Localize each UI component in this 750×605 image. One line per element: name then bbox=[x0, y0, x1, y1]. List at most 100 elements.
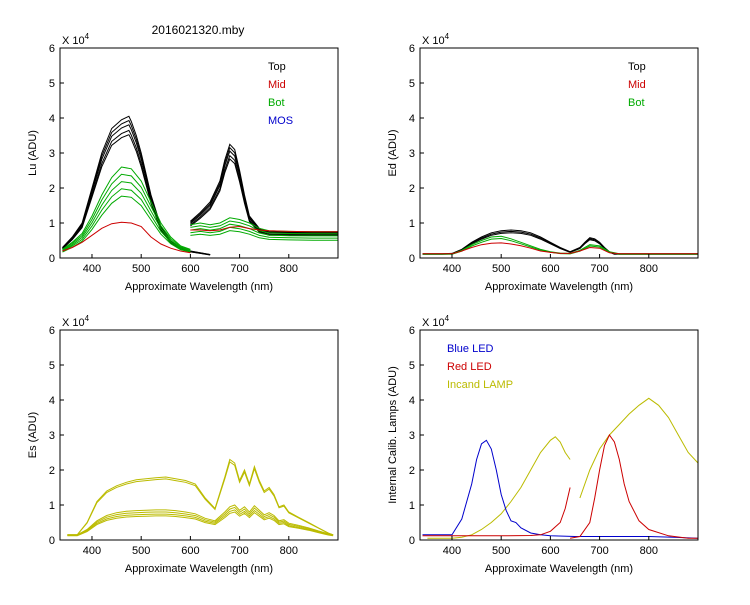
x-tick-label: 400 bbox=[443, 545, 461, 557]
y-tick-label: 1 bbox=[409, 500, 415, 512]
legend-entry-mos: MOS bbox=[268, 115, 293, 127]
y-multiplier: X 104 bbox=[62, 32, 90, 47]
ed-y-axis-label: Ed (ADU) bbox=[387, 129, 399, 176]
x-tick-label: 500 bbox=[132, 545, 150, 557]
x-tick-label: 800 bbox=[640, 545, 658, 557]
y-tick-label: 2 bbox=[409, 465, 415, 477]
y-tick-label: 6 bbox=[49, 325, 55, 337]
y-tick-label: 3 bbox=[409, 148, 415, 160]
x-tick-label: 400 bbox=[83, 545, 101, 557]
legend-entry-red-led: Red LED bbox=[447, 361, 492, 373]
y-tick-label: 1 bbox=[409, 218, 415, 230]
y-tick-label: 6 bbox=[409, 325, 415, 337]
lamps-series-group bbox=[422, 397, 698, 539]
lu-series-line bbox=[62, 173, 191, 251]
lu-series-line bbox=[190, 230, 338, 241]
y-tick-label: 1 bbox=[49, 500, 55, 512]
lu-series-line bbox=[190, 143, 338, 233]
y-tick-label: 0 bbox=[409, 253, 415, 265]
lu-series-line bbox=[190, 226, 338, 239]
y-multiplier-base: X 10 bbox=[422, 317, 445, 329]
x-tick-label: 800 bbox=[280, 263, 298, 275]
y-tick-label: 0 bbox=[49, 535, 55, 547]
y-multiplier: X 104 bbox=[422, 314, 450, 329]
es-series-line bbox=[67, 461, 334, 536]
y-multiplier: X 104 bbox=[62, 314, 90, 329]
lu-series-group bbox=[62, 115, 338, 256]
figure-title: 2016021320.mby bbox=[152, 23, 245, 37]
es-series-group bbox=[67, 458, 334, 537]
es-series-line bbox=[67, 511, 334, 537]
legend-entry-blue-led: Blue LED bbox=[447, 343, 494, 355]
legend-entry-top: Top bbox=[628, 61, 646, 73]
y-multiplier-exponent: 4 bbox=[85, 314, 90, 323]
y-tick-label: 2 bbox=[409, 183, 415, 195]
legend-entry-mid: Mid bbox=[268, 79, 286, 91]
y-tick-label: 5 bbox=[49, 360, 55, 372]
es-series-line bbox=[67, 506, 334, 536]
x-tick-label: 600 bbox=[181, 263, 199, 275]
x-tick-label: 600 bbox=[181, 545, 199, 557]
x-tick-label: 600 bbox=[541, 263, 559, 275]
y-tick-label: 4 bbox=[409, 395, 415, 407]
x-tick-label: 700 bbox=[590, 545, 608, 557]
y-tick-label: 2 bbox=[49, 465, 55, 477]
y-multiplier-exponent: 4 bbox=[85, 32, 90, 41]
x-tick-label: 700 bbox=[230, 545, 248, 557]
es-y-axis-label: Es (ADU) bbox=[27, 412, 39, 458]
legend-entry-top: Top bbox=[268, 61, 286, 73]
legend-entry-bot: Bot bbox=[628, 97, 645, 109]
lamps-series-line bbox=[422, 487, 571, 537]
y-tick-label: 5 bbox=[409, 360, 415, 372]
lu-series-line bbox=[62, 188, 191, 252]
lamps-series-line bbox=[427, 436, 571, 539]
x-tick-label: 600 bbox=[541, 545, 559, 557]
x-tick-label: 800 bbox=[640, 263, 658, 275]
ed-series-line bbox=[422, 242, 698, 255]
y-tick-label: 3 bbox=[49, 148, 55, 160]
ed-series-group bbox=[422, 229, 698, 255]
ed-series-line bbox=[422, 235, 698, 255]
y-tick-label: 2 bbox=[49, 183, 55, 195]
x-tick-label: 500 bbox=[132, 263, 150, 275]
y-tick-label: 3 bbox=[49, 430, 55, 442]
legend-entry-bot: Bot bbox=[268, 97, 285, 109]
es-series-line bbox=[67, 504, 334, 536]
lamps-series-line bbox=[422, 439, 698, 539]
lu-series-line bbox=[190, 220, 338, 235]
x-tick-label: 500 bbox=[492, 263, 510, 275]
lamps-series-line bbox=[570, 434, 698, 539]
plot-frame bbox=[59, 329, 339, 541]
y-tick-label: 0 bbox=[409, 535, 415, 547]
y-tick-label: 5 bbox=[49, 78, 55, 90]
y-tick-label: 6 bbox=[409, 43, 415, 55]
ed-x-axis-label: Approximate Wavelength (nm) bbox=[485, 281, 633, 293]
lu-series-line bbox=[190, 225, 338, 233]
x-tick-label: 500 bbox=[492, 545, 510, 557]
es-x-axis-label: Approximate Wavelength (nm) bbox=[125, 563, 273, 575]
y-tick-label: 3 bbox=[409, 430, 415, 442]
x-tick-label: 400 bbox=[83, 263, 101, 275]
legend-entry-incand-lamp: Incand LAMP bbox=[447, 379, 513, 391]
y-multiplier-exponent: 4 bbox=[445, 32, 450, 41]
lu-series-line bbox=[190, 146, 338, 233]
y-tick-label: 6 bbox=[49, 43, 55, 55]
y-tick-label: 0 bbox=[49, 253, 55, 265]
plot-frame bbox=[419, 47, 699, 259]
y-multiplier-base: X 10 bbox=[62, 317, 85, 329]
lamps-y-axis-label: Internal Calib. Lamps (ADU) bbox=[387, 366, 399, 504]
lu-series-line bbox=[190, 150, 338, 234]
x-tick-label: 400 bbox=[443, 263, 461, 275]
lu-series-line bbox=[62, 221, 191, 254]
es-series-line bbox=[67, 509, 334, 536]
lu-series-line bbox=[190, 154, 338, 235]
legend-entry-mid: Mid bbox=[628, 79, 646, 91]
lu-x-axis-label: Approximate Wavelength (nm) bbox=[125, 281, 273, 293]
y-multiplier-exponent: 4 bbox=[445, 314, 450, 323]
y-tick-label: 5 bbox=[409, 78, 415, 90]
y-tick-label: 4 bbox=[409, 113, 415, 125]
